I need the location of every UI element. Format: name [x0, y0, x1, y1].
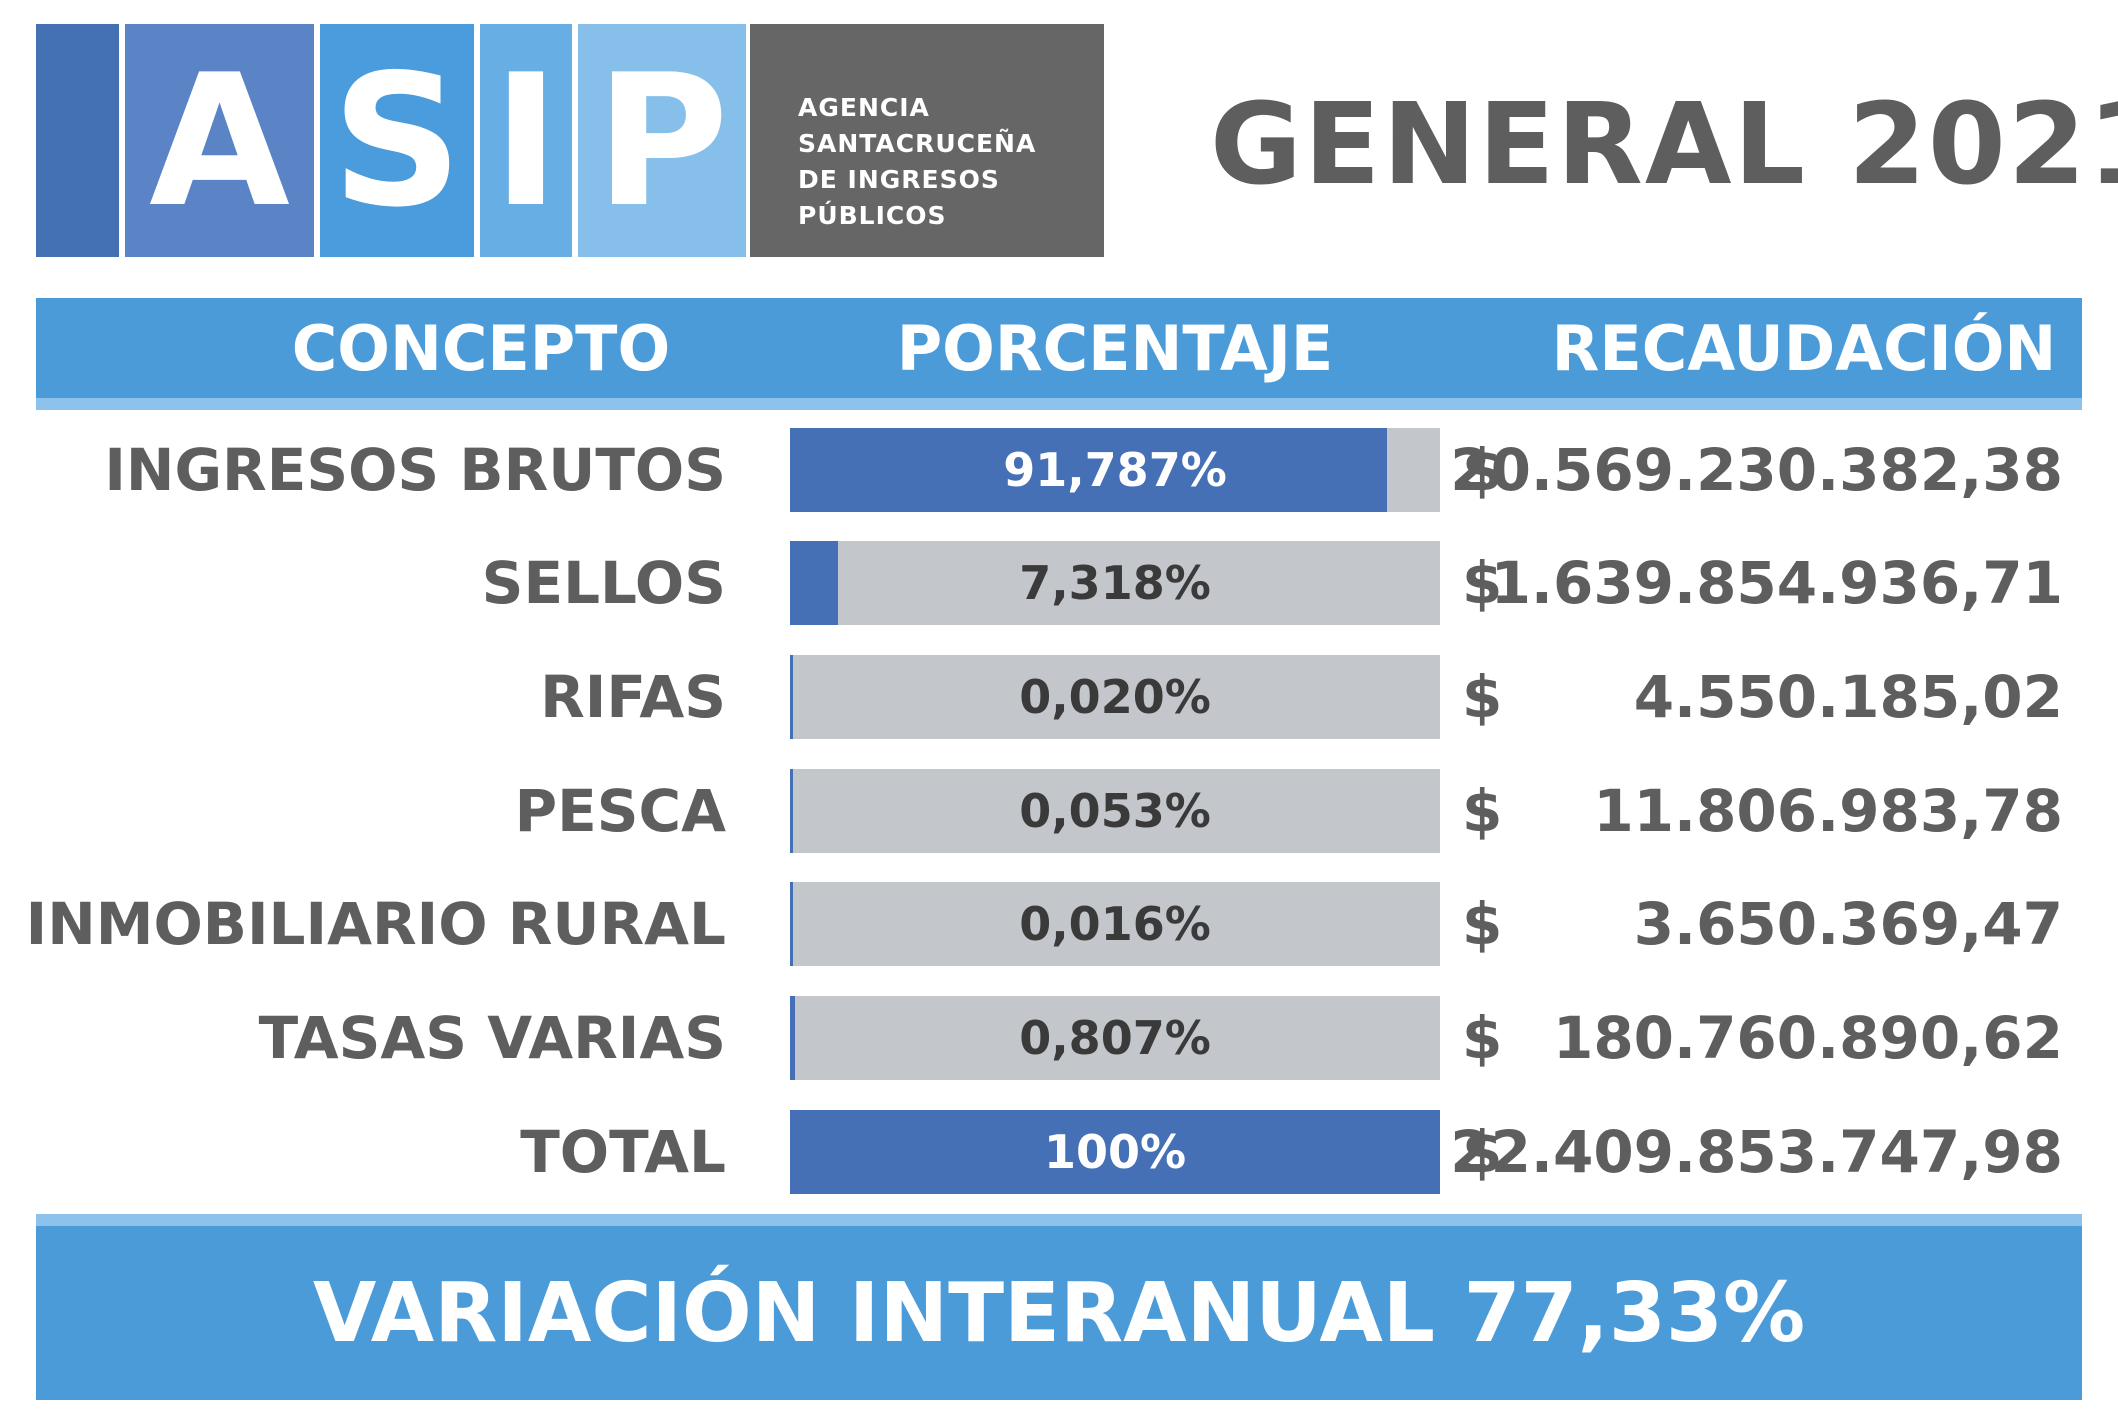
table-header: CONCEPTO PORCENTAJE RECAUDACIÓN — [36, 298, 2082, 410]
row-amount: 3.650.369,47 — [1633, 890, 2063, 958]
row-amount: 180.760.890,62 — [1552, 1004, 2063, 1072]
currency-symbol: $ — [1462, 890, 1503, 958]
currency-symbol: $ — [1462, 1004, 1503, 1072]
logo-agency-box: AGENCIA SANTACRUCEÑA DE INGRESOS PÚBLICO… — [750, 24, 1104, 257]
row-concept: RIFAS — [540, 663, 726, 731]
currency-symbol: $ — [1462, 663, 1503, 731]
table-row: INGRESOS BRUTOS 91,787% $20.569.230.382,38 — [0, 428, 2118, 512]
row-concept: TASAS VARIAS — [258, 1004, 726, 1072]
logo-bar-2 — [125, 24, 314, 257]
logo-text-line: AGENCIA — [798, 93, 930, 122]
percentage-label: 91,787% — [1003, 443, 1227, 497]
percentage-bar-fill — [790, 1110, 1440, 1194]
percentage-label: 100% — [1043, 1125, 1187, 1179]
logo-text-line: SANTACRUCEÑA — [798, 129, 1037, 158]
percentage-bar: 7,318% — [790, 541, 1440, 625]
row-amount: 11.806.983,78 — [1593, 777, 2063, 845]
currency-symbol: $ — [1462, 436, 1503, 504]
row-concept: SELLOS — [481, 549, 726, 617]
header-percentage: PORCENTAJE — [896, 311, 1334, 385]
logo-bar-1 — [36, 24, 119, 257]
percentage-bar: 0,053% — [790, 769, 1440, 853]
row-concept: INMOBILIARIO RURAL — [25, 890, 726, 958]
table-row: TASAS VARIAS 0,807% $180.760.890,62 — [0, 996, 2118, 1080]
header-concept: CONCEPTO — [291, 311, 671, 385]
header-collection: RECAUDACIÓN — [1551, 311, 2057, 385]
year-over-year-variation: VARIACIÓN INTERANUAL 77,33% — [312, 1265, 1806, 1361]
percentage-bar-fill — [790, 655, 793, 739]
row-amount: 4.550.185,02 — [1633, 663, 2063, 731]
logo-bar-5 — [578, 24, 746, 257]
currency-symbol: $ — [1462, 1118, 1503, 1186]
row-concept: PESCA — [514, 777, 726, 845]
row-concept: TOTAL — [520, 1118, 726, 1186]
logo-letter-s: S — [331, 34, 463, 247]
row-amount: 22.409.853.747,98 — [1450, 1118, 2063, 1186]
logo-text-line: PÚBLICOS — [798, 201, 947, 230]
footer-band: VARIACIÓN INTERANUAL 77,33% — [36, 1214, 2082, 1400]
row-amount: 20.569.230.382,38 — [1450, 436, 2063, 504]
table-row: PESCA 0,053% $11.806.983,78 — [0, 769, 2118, 853]
currency-symbol: $ — [1462, 777, 1503, 845]
percentage-label: 0,020% — [1019, 670, 1211, 724]
percentage-bar: 0,020% — [790, 655, 1440, 739]
logo-bar-3 — [320, 24, 474, 257]
percentage-label: 0,016% — [1019, 897, 1211, 951]
table-row: INMOBILIARIO RURAL 0,016% $3.650.369,47 — [0, 882, 2118, 966]
table-row: RIFAS 0,020% $4.550.185,02 — [0, 655, 2118, 739]
percentage-bar-fill — [790, 428, 1387, 512]
percentage-bar-fill — [790, 996, 795, 1080]
logo-letter-i: I — [492, 34, 560, 247]
row-concept: INGRESOS BRUTOS — [104, 436, 726, 504]
percentage-bar: 91,787% — [790, 428, 1440, 512]
percentage-bar: 0,016% — [790, 882, 1440, 966]
logo-letter-p: P — [595, 34, 729, 247]
percentage-label: 0,807% — [1019, 1011, 1211, 1065]
percentage-bar-fill — [790, 882, 793, 966]
logo-bar-4 — [480, 24, 572, 257]
percentage-label: 0,053% — [1019, 784, 1211, 838]
percentage-bar: 0,807% — [790, 996, 1440, 1080]
percentage-bar: 100% — [790, 1110, 1440, 1194]
logo-letter-a: A — [149, 34, 290, 247]
currency-symbol: $ — [1462, 549, 1503, 617]
row-amount: 1.639.854.936,71 — [1490, 549, 2063, 617]
percentage-bar-fill — [790, 541, 838, 625]
percentage-bar-fill — [790, 769, 793, 853]
logo-text-line: DE INGRESOS — [798, 165, 1000, 194]
page-title: GENERAL 2021 — [1210, 80, 2118, 210]
table-row: SELLOS 7,318% $1.639.854.936,71 — [0, 541, 2118, 625]
logo-agency-name: AGENCIA SANTACRUCEÑA DE INGRESOS PÚBLICO… — [798, 90, 1036, 234]
table-row: TOTAL 100% $22.409.853.747,98 — [0, 1110, 2118, 1194]
percentage-label: 7,318% — [1019, 556, 1211, 610]
